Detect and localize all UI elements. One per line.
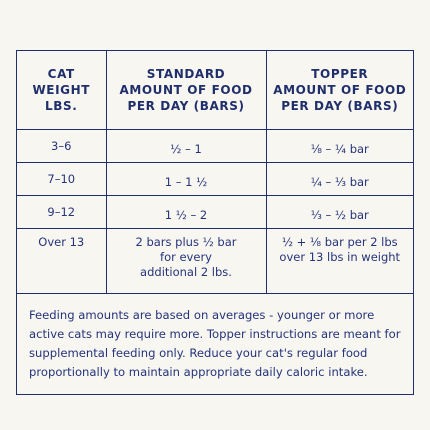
header-cell: STANDARD AMOUNT OF FOOD PER DAY (BARS) [105,51,267,130]
table-cell: ⅓ – ½ bar [265,195,413,229]
header-cell: CAT WEIGHT LBS. [17,51,107,130]
table-cell: 1 – 1 ½ [105,162,267,196]
table-cell: Over 13 [17,228,107,294]
feeding-table: CAT WEIGHT LBS. STANDARD AMOUNT OF FOOD P… [17,51,413,294]
table-cell: ⅛ – ¼ bar [265,129,413,163]
table-cell: 9–12 [17,195,107,229]
table-cell: ¼ – ⅓ bar [265,162,413,196]
feeding-note: Feeding amounts are based on averages - … [29,308,401,379]
table-cell: 1 ½ – 2 [105,195,267,229]
header-cell: TOPPER AMOUNT OF FOOD PER DAY (BARS) [265,51,413,130]
table-row: Over 13 2 bars plus ½ bar for every addit… [17,228,413,294]
feeding-table-box: CAT WEIGHT LBS. STANDARD AMOUNT OF FOOD P… [16,50,414,395]
header-row: CAT WEIGHT LBS. STANDARD AMOUNT OF FOOD P… [17,51,413,130]
table-cell: 7–10 [17,162,107,196]
table-cell: 2 bars plus ½ bar for every additional 2… [105,228,267,294]
table-cell: ½ + ⅛ bar per 2 lbs over 13 lbs in weigh… [265,228,413,294]
table-cell: ½ – 1 [105,129,267,163]
table-cell: 3–6 [17,129,107,163]
